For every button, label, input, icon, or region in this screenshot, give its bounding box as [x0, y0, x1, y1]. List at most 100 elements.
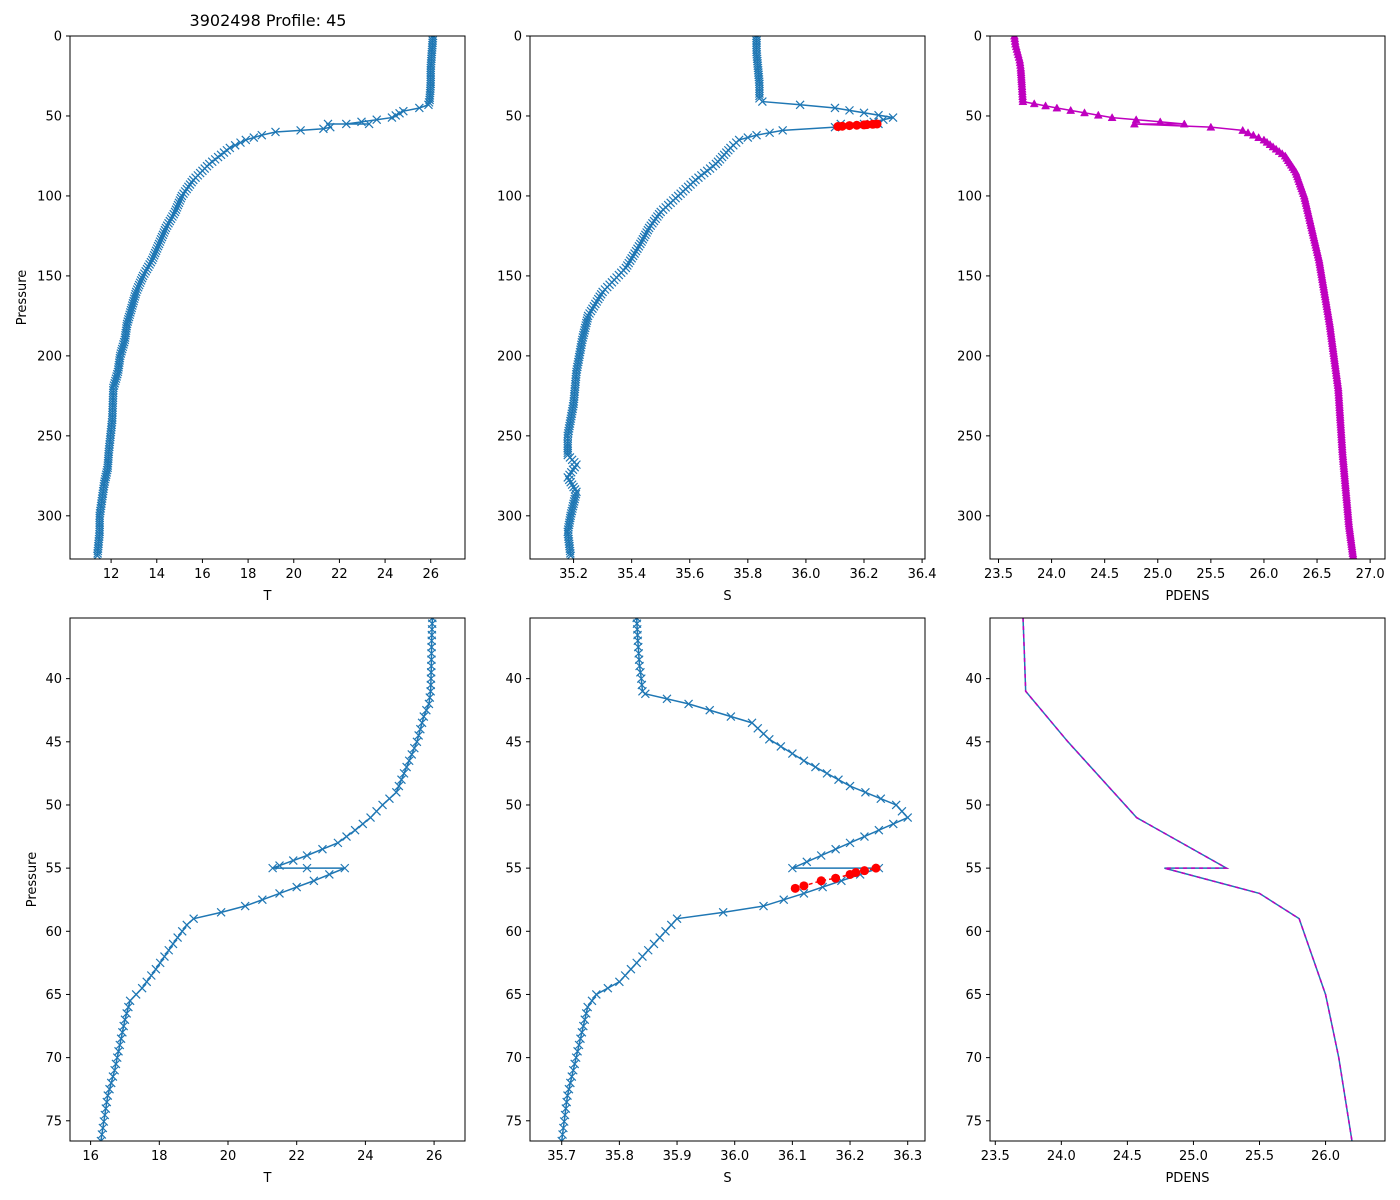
flagged-point	[851, 868, 861, 878]
data-point-x	[164, 945, 174, 955]
y-tick-label: 45	[505, 735, 522, 750]
data-point-x	[132, 285, 142, 295]
y-tick-label: 60	[965, 925, 982, 940]
y-tick-label: 150	[957, 269, 982, 284]
data-point-triangle	[1018, 97, 1028, 106]
x-tick-label: 36.0	[720, 1149, 749, 1164]
data-point-x	[634, 241, 644, 251]
x-tick-label: 35.7	[547, 1149, 576, 1164]
data-point-x	[160, 952, 169, 961]
data-point-x	[563, 441, 573, 451]
data-point-x	[566, 477, 576, 487]
data-point-triangle	[1206, 122, 1216, 131]
data-point-x	[394, 781, 404, 791]
y-tick-label: 45	[45, 735, 62, 750]
y-tick-label: 300	[957, 509, 982, 524]
axes-frame	[989, 35, 1386, 560]
data-point-x	[845, 781, 855, 791]
data-point-triangle	[1248, 130, 1258, 139]
data-point-x	[845, 838, 855, 848]
x-tick-label: 35.6	[675, 567, 704, 582]
data-point-x	[93, 548, 103, 558]
data-point-x	[596, 289, 606, 299]
data-point-x	[166, 214, 176, 224]
data-point-x	[603, 983, 613, 993]
data-point-x	[625, 256, 635, 266]
data-point-x	[860, 832, 869, 841]
data-point-x	[164, 218, 173, 228]
x-tick-label: 35.8	[605, 1149, 634, 1164]
data-point-x	[563, 446, 573, 455]
data-point-x	[309, 876, 319, 886]
figure-title: 3902498 Profile: 45	[190, 11, 347, 30]
data-point-x	[591, 990, 601, 999]
data-point-x	[802, 857, 812, 867]
data-point-x	[146, 257, 156, 267]
data-point-x	[563, 473, 573, 482]
data-point-x	[147, 255, 157, 265]
data-point-x	[779, 895, 789, 905]
data-point-x	[419, 712, 429, 721]
subplot-bottom-salinity: 35.7 35.8 35.9 36.0 36.1 36.2 36.3 40 45 50 55 60 65…	[505, 617, 926, 1186]
data-point-x	[640, 689, 650, 699]
data-point-x	[340, 863, 350, 873]
data-point-triangle	[1348, 551, 1358, 559]
data-point-x	[563, 443, 573, 453]
y-tick-label: 100	[957, 189, 982, 204]
y-tick-label: 65	[965, 988, 982, 1003]
data-point-x	[146, 971, 156, 980]
data-point-x	[589, 301, 599, 311]
x-tick-label: 36.0	[791, 567, 820, 582]
x-tick-label: 24	[377, 567, 394, 582]
data-point-x	[296, 125, 306, 135]
x-tick-label: 12	[103, 567, 120, 582]
x-tick-label: 24.5	[1113, 1149, 1142, 1164]
data-point-x	[631, 246, 641, 256]
data-point-x	[170, 207, 180, 217]
data-point-triangle	[1238, 125, 1248, 134]
data-point-x	[148, 253, 158, 263]
data-point-x	[888, 819, 898, 829]
data-point-triangle	[1041, 101, 1050, 110]
data-point-triangle	[1243, 128, 1253, 137]
data-point-x	[414, 731, 424, 740]
data-point-x	[156, 234, 166, 244]
data-point-triangle	[1052, 103, 1062, 112]
data-point-x	[257, 895, 267, 905]
data-point-x	[586, 306, 596, 316]
data-point-triangle	[1155, 117, 1165, 126]
y-tick-label: 150	[37, 269, 62, 284]
y-tick-label: 55	[505, 862, 522, 877]
data-point-x	[106, 1078, 116, 1088]
data-point-x	[275, 888, 284, 898]
data-point-x	[638, 234, 648, 244]
data-point-x	[167, 212, 177, 221]
data-point-x	[402, 762, 412, 772]
data-point-x	[567, 480, 577, 490]
data-point-x	[158, 230, 168, 240]
y-tick-label: 60	[505, 925, 522, 940]
data-point-x	[142, 977, 152, 987]
y-tick-label: 50	[505, 798, 522, 813]
data-point-x	[726, 712, 736, 721]
x-tick-label: 24.0	[1047, 1149, 1076, 1164]
y-tick-label: 0	[974, 30, 982, 45]
data-point-x	[424, 699, 434, 709]
x-tick-label: 26.0	[1311, 1149, 1340, 1164]
y-tick-label: 65	[45, 988, 62, 1003]
flagged-point	[790, 883, 800, 893]
data-point-x	[427, 648, 436, 658]
x-tick-label: 18	[240, 567, 257, 582]
data-point-x	[139, 269, 149, 279]
data-point-x	[122, 1008, 132, 1018]
data-point-x	[752, 130, 761, 140]
data-point-x	[174, 198, 184, 208]
data-point-x	[123, 1002, 133, 1012]
y-tick-label: 70	[965, 1051, 982, 1066]
y-tick-label: 300	[37, 509, 62, 524]
data-point-x	[765, 128, 775, 138]
data-point-x	[563, 448, 573, 458]
data-point-x	[412, 737, 422, 747]
data-point-triangle	[1093, 110, 1103, 119]
plot-area	[1022, 618, 1353, 1141]
